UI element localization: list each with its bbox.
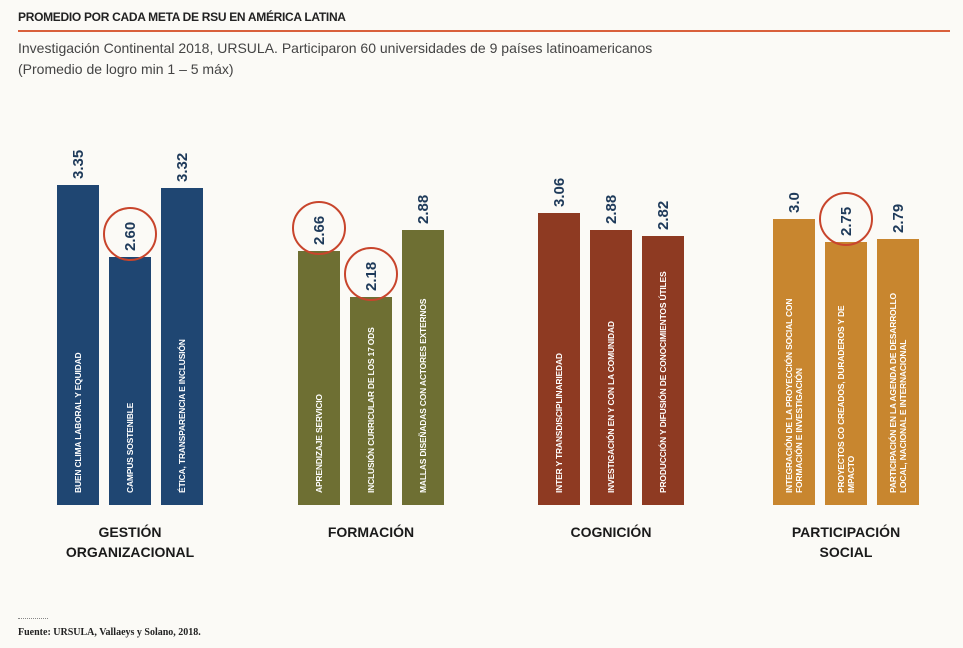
highlight-circle — [344, 246, 398, 301]
bar — [590, 229, 632, 505]
subtitle: Investigación Continental 2018, URSULA. … — [18, 40, 653, 56]
bar — [298, 250, 340, 505]
bar — [57, 185, 99, 505]
bar — [877, 238, 919, 505]
bar-label: BUEN CLIMA LABORAL Y EQUIDAD — [73, 352, 83, 493]
source-rule — [18, 618, 48, 619]
bar-label: PROYECTOS CO CREADOS, DURADEROS Y DE IMP… — [836, 305, 856, 493]
bar — [402, 229, 444, 505]
group-label: GESTIÓN ORGANIZACIONAL — [65, 524, 195, 560]
bar-label: APRENDIZAJE SERVICIO — [314, 394, 324, 493]
bar — [773, 218, 815, 505]
title: PROMEDIO POR CADA META DE RSU EN AMÉRICA… — [18, 10, 346, 24]
value-label: 3.06 — [550, 177, 568, 207]
bar-label: PARTICIPACIÓN EN LA AGENDA DE DESARROLLO… — [888, 293, 908, 493]
value-label: 2.88 — [414, 194, 432, 224]
bar-label: INCLUSIÓN CURRICULAR DE LOS 17 ODS — [366, 327, 376, 493]
bar-label: CAMPUS SOSTENIBLE — [125, 402, 135, 493]
title-rule — [18, 30, 950, 32]
bar — [109, 256, 151, 505]
bar-label: INTEGRACIÓN DE LA PROYECCIÓN SOCIAL CON … — [784, 298, 804, 493]
bar-label: MALLAS DISEÑADAS CON ACTORES EXTERNOS — [418, 298, 428, 493]
source: Fuente: URSULA, Vallaeys y Solano, 2018. — [18, 627, 201, 638]
value-label: 3.35 — [69, 149, 87, 180]
group-label: PARTICIPACIÓN SOCIAL — [791, 524, 901, 560]
bar-label: ÉTICA, TRANSPARENCIA E INCLUSIÓN — [177, 339, 187, 493]
value-label: 2.88 — [602, 194, 620, 224]
value-label: 3.0 — [785, 191, 803, 213]
value-label: 3.32 — [173, 152, 191, 182]
highlight-circle — [103, 206, 157, 261]
highlight-circle — [819, 192, 873, 247]
group-label: FORMACIÓN — [327, 524, 415, 540]
bar — [350, 296, 392, 505]
bar-label: INTER Y TRANSDISCIPLINARIEDAD — [554, 353, 564, 493]
bar — [538, 212, 580, 505]
value-label: 2.79 — [889, 203, 907, 233]
bar-label: PRODUCCIÓN Y DIFUSIÓN DE CONOCIMIENTOS Ú… — [658, 271, 668, 493]
bar — [161, 187, 203, 505]
value-label: 2.82 — [654, 200, 672, 230]
bar — [642, 235, 684, 505]
highlight-circle — [292, 200, 346, 255]
bar-label: INVESTIGACIÓN EN Y CON LA COMUNIDAD — [606, 321, 616, 493]
group-label: COGNICIÓN — [570, 524, 652, 540]
subtitle: (Promedio de logro min 1 – 5 máx) — [18, 61, 234, 77]
bar — [825, 242, 867, 505]
